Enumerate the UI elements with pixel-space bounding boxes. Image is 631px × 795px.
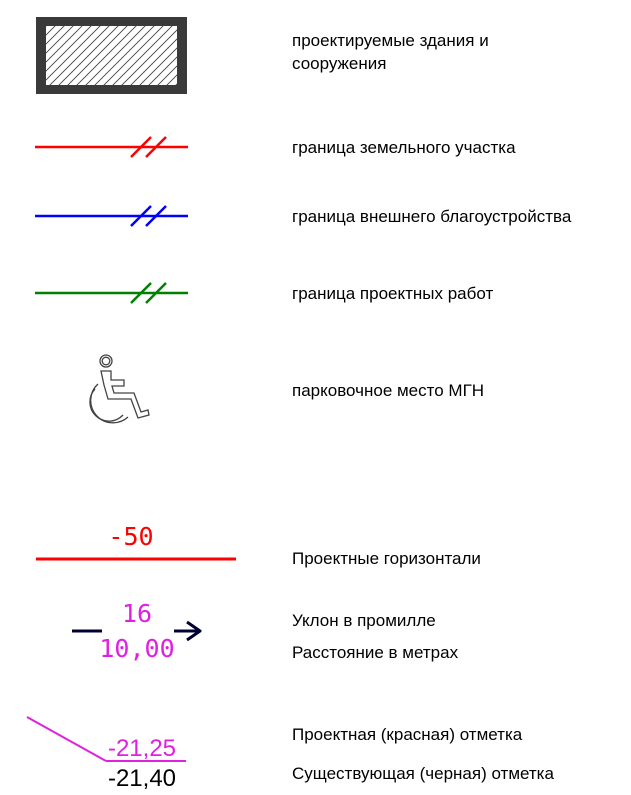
- slope-value: 16: [122, 599, 152, 628]
- contour-value: -50: [108, 522, 153, 551]
- legend-label-distance: Расстояние в метрах: [292, 643, 459, 662]
- legend-label-buildings-2: сооружения: [292, 54, 387, 73]
- landscaping-boundary-symbol: [35, 205, 188, 227]
- building-symbol: [36, 17, 187, 94]
- legend-label-parking-mgn: парковочное место МГН: [292, 381, 485, 400]
- legend-label-buildings-1: проектируемые здания и: [292, 31, 489, 50]
- legend-label-contours: Проектные горизонтали: [292, 549, 481, 568]
- slope-arrow-head-icon: [186, 620, 202, 642]
- legend-label-slope: Уклон в промилле: [292, 611, 436, 630]
- legend-label-design-elevation: Проектная (красная) отметка: [292, 725, 523, 744]
- existing-elevation-value: -21,40: [108, 765, 176, 792]
- works-boundary-symbol: [35, 282, 188, 304]
- elevation-symbol: -21,25 -21,40: [26, 716, 186, 792]
- design-elevation-value: -21,25: [108, 735, 176, 762]
- land-boundary-symbol: [35, 136, 188, 158]
- wheelchair-icon: [89, 354, 150, 424]
- legend-label-landscaping-boundary: граница внешнего благоустройства: [292, 207, 572, 226]
- legend-label-existing-elevation: Существующая (черная) отметка: [292, 764, 554, 783]
- legend-label-land-boundary: граница земельного участка: [292, 138, 516, 157]
- legend-label-works-boundary: граница проектных работ: [292, 284, 494, 303]
- contour-symbol: -50: [36, 522, 236, 561]
- slope-symbol: 16 10,00: [72, 599, 202, 663]
- distance-value: 10,00: [99, 634, 174, 663]
